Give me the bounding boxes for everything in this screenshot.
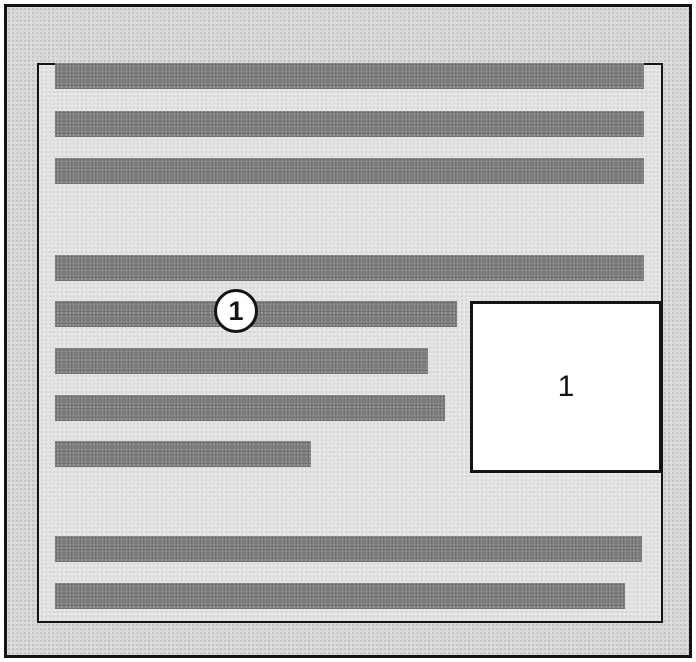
text-line-4 [55, 255, 644, 281]
text-line-6 [55, 348, 428, 374]
text-line-7 [55, 395, 445, 421]
text-line-9 [55, 536, 642, 562]
figure-label: 1 [557, 370, 575, 403]
text-line-10 [55, 583, 625, 609]
text-line-3 [55, 158, 644, 184]
text-line-2 [55, 111, 644, 137]
callout-marker: 1 [214, 289, 258, 333]
text-line-8 [55, 441, 311, 467]
figure-box: 1 [470, 301, 662, 473]
text-line-1 [55, 63, 644, 89]
